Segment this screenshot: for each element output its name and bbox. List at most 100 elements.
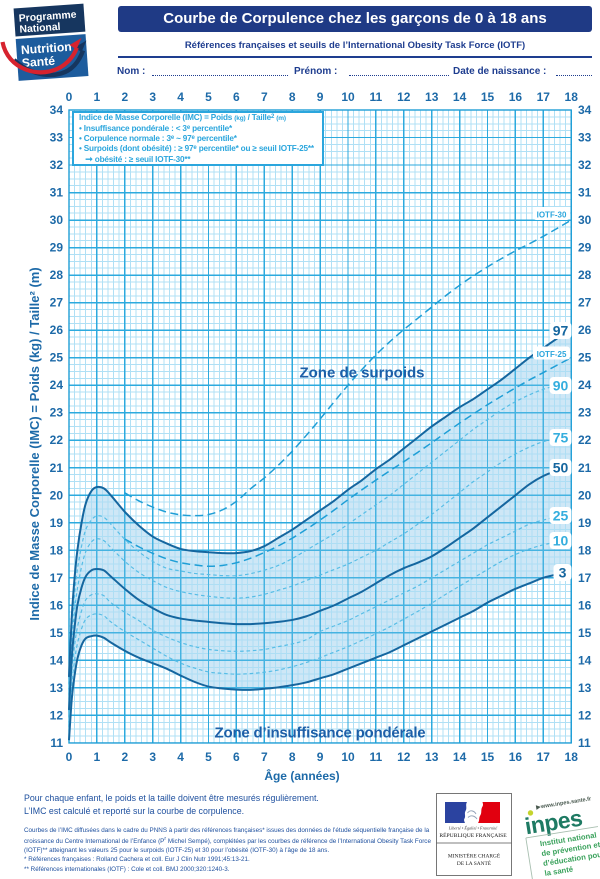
svg-text:18: 18 bbox=[578, 543, 592, 557]
svg-text:33: 33 bbox=[50, 131, 64, 145]
svg-text:21: 21 bbox=[578, 461, 592, 475]
svg-text:28: 28 bbox=[50, 268, 64, 282]
svg-text:National: National bbox=[19, 22, 61, 36]
svg-text:19: 19 bbox=[50, 516, 64, 530]
svg-text:31: 31 bbox=[50, 186, 64, 200]
svg-text:12: 12 bbox=[397, 90, 411, 104]
svg-text:11: 11 bbox=[578, 736, 591, 750]
svg-text:7: 7 bbox=[261, 750, 268, 764]
svg-text:29: 29 bbox=[50, 241, 64, 255]
svg-text:13: 13 bbox=[578, 681, 592, 695]
svg-text:DE LA SANTÉ: DE LA SANTÉ bbox=[457, 859, 492, 867]
svg-text:9: 9 bbox=[317, 750, 324, 764]
svg-text:15: 15 bbox=[50, 626, 64, 640]
svg-text:20: 20 bbox=[578, 488, 592, 502]
svg-text:3: 3 bbox=[149, 90, 156, 104]
svg-text:4: 4 bbox=[177, 750, 184, 764]
svg-text:8: 8 bbox=[289, 90, 296, 104]
svg-text:12: 12 bbox=[50, 708, 64, 722]
svg-text:22: 22 bbox=[578, 433, 592, 447]
svg-text:23: 23 bbox=[578, 406, 592, 420]
svg-text:2: 2 bbox=[121, 750, 128, 764]
svg-text:12: 12 bbox=[578, 708, 592, 722]
svg-text:21: 21 bbox=[50, 461, 64, 475]
svg-text:MINISTÈRE CHARGÉ: MINISTÈRE CHARGÉ bbox=[448, 852, 501, 860]
svg-text:10: 10 bbox=[341, 90, 355, 104]
svg-text:34: 34 bbox=[578, 103, 592, 117]
svg-text:27: 27 bbox=[50, 296, 64, 310]
svg-text:30: 30 bbox=[50, 213, 64, 227]
svg-text:9: 9 bbox=[317, 90, 324, 104]
svg-text:14: 14 bbox=[578, 653, 592, 667]
svg-text:33: 33 bbox=[578, 131, 592, 145]
svg-text:97: 97 bbox=[553, 323, 569, 339]
svg-text:6: 6 bbox=[233, 90, 240, 104]
svg-text:15: 15 bbox=[578, 626, 592, 640]
svg-text:4: 4 bbox=[177, 90, 184, 104]
svg-text:Indice de Masse Corporelle (IM: Indice de Masse Corporelle (IMC) = Poids… bbox=[27, 267, 42, 620]
svg-text:11: 11 bbox=[370, 750, 383, 764]
svg-text:32: 32 bbox=[50, 158, 64, 172]
svg-text:17: 17 bbox=[537, 750, 551, 764]
svg-text:13: 13 bbox=[50, 681, 64, 695]
svg-text:18: 18 bbox=[565, 90, 579, 104]
svg-text:25: 25 bbox=[578, 351, 592, 365]
svg-text:14: 14 bbox=[453, 750, 467, 764]
svg-text:90: 90 bbox=[553, 378, 569, 394]
svg-text:11: 11 bbox=[370, 90, 383, 104]
svg-text:25: 25 bbox=[553, 508, 569, 524]
svg-text:Programme: Programme bbox=[18, 10, 77, 25]
svg-text:Zone de surpoids: Zone de surpoids bbox=[299, 365, 424, 382]
svg-text:16: 16 bbox=[509, 90, 523, 104]
svg-text:1: 1 bbox=[94, 90, 101, 104]
svg-text:28: 28 bbox=[578, 268, 592, 282]
svg-text:17: 17 bbox=[50, 571, 64, 585]
svg-text:Liberté • Égalité • Fraternité: Liberté • Égalité • Fraternité bbox=[448, 826, 499, 831]
svg-text:30: 30 bbox=[578, 213, 592, 227]
svg-text:14: 14 bbox=[453, 90, 467, 104]
svg-text:17: 17 bbox=[537, 90, 551, 104]
svg-text:18: 18 bbox=[50, 543, 64, 557]
svg-text:25: 25 bbox=[50, 351, 64, 365]
svg-text:6: 6 bbox=[233, 750, 240, 764]
svg-text:31: 31 bbox=[578, 186, 592, 200]
svg-text:75: 75 bbox=[553, 430, 569, 446]
svg-text:10: 10 bbox=[553, 533, 569, 549]
svg-text:Âge (années): Âge (années) bbox=[264, 768, 339, 783]
svg-text:16: 16 bbox=[50, 598, 64, 612]
svg-text:32: 32 bbox=[578, 158, 592, 172]
svg-text:29: 29 bbox=[578, 241, 592, 255]
svg-text:26: 26 bbox=[50, 323, 64, 337]
svg-text:RÉPUBLIQUE FRANÇAISE: RÉPUBLIQUE FRANÇAISE bbox=[439, 831, 507, 839]
svg-text:8: 8 bbox=[289, 750, 296, 764]
svg-text:Nutrition: Nutrition bbox=[21, 40, 73, 58]
svg-text:19: 19 bbox=[578, 516, 592, 530]
svg-text:26: 26 bbox=[578, 323, 592, 337]
svg-text:16: 16 bbox=[578, 598, 592, 612]
svg-text:Zone d’insuffisance pondérale: Zone d’insuffisance pondérale bbox=[215, 725, 426, 742]
svg-text:50: 50 bbox=[553, 460, 569, 476]
svg-text:16: 16 bbox=[509, 750, 523, 764]
svg-text:0: 0 bbox=[66, 90, 73, 104]
svg-text:15: 15 bbox=[481, 90, 495, 104]
svg-text:3: 3 bbox=[149, 750, 156, 764]
svg-text:24: 24 bbox=[50, 378, 64, 392]
svg-text:12: 12 bbox=[397, 750, 411, 764]
svg-text:11: 11 bbox=[50, 736, 63, 750]
svg-text:14: 14 bbox=[50, 653, 64, 667]
svg-text:34: 34 bbox=[50, 103, 64, 117]
svg-text:23: 23 bbox=[50, 406, 64, 420]
svg-text:15: 15 bbox=[481, 750, 495, 764]
svg-text:13: 13 bbox=[425, 90, 439, 104]
svg-text:IOTF-25: IOTF-25 bbox=[537, 350, 567, 359]
svg-text:13: 13 bbox=[425, 750, 439, 764]
svg-text:10: 10 bbox=[341, 750, 355, 764]
svg-text:22: 22 bbox=[50, 433, 64, 447]
svg-text:24: 24 bbox=[578, 378, 592, 392]
svg-text:3: 3 bbox=[559, 565, 567, 581]
svg-text:7: 7 bbox=[261, 90, 268, 104]
svg-text:5: 5 bbox=[205, 90, 212, 104]
svg-text:2: 2 bbox=[121, 90, 128, 104]
svg-text:20: 20 bbox=[50, 488, 64, 502]
svg-text:IOTF-30: IOTF-30 bbox=[537, 211, 567, 220]
